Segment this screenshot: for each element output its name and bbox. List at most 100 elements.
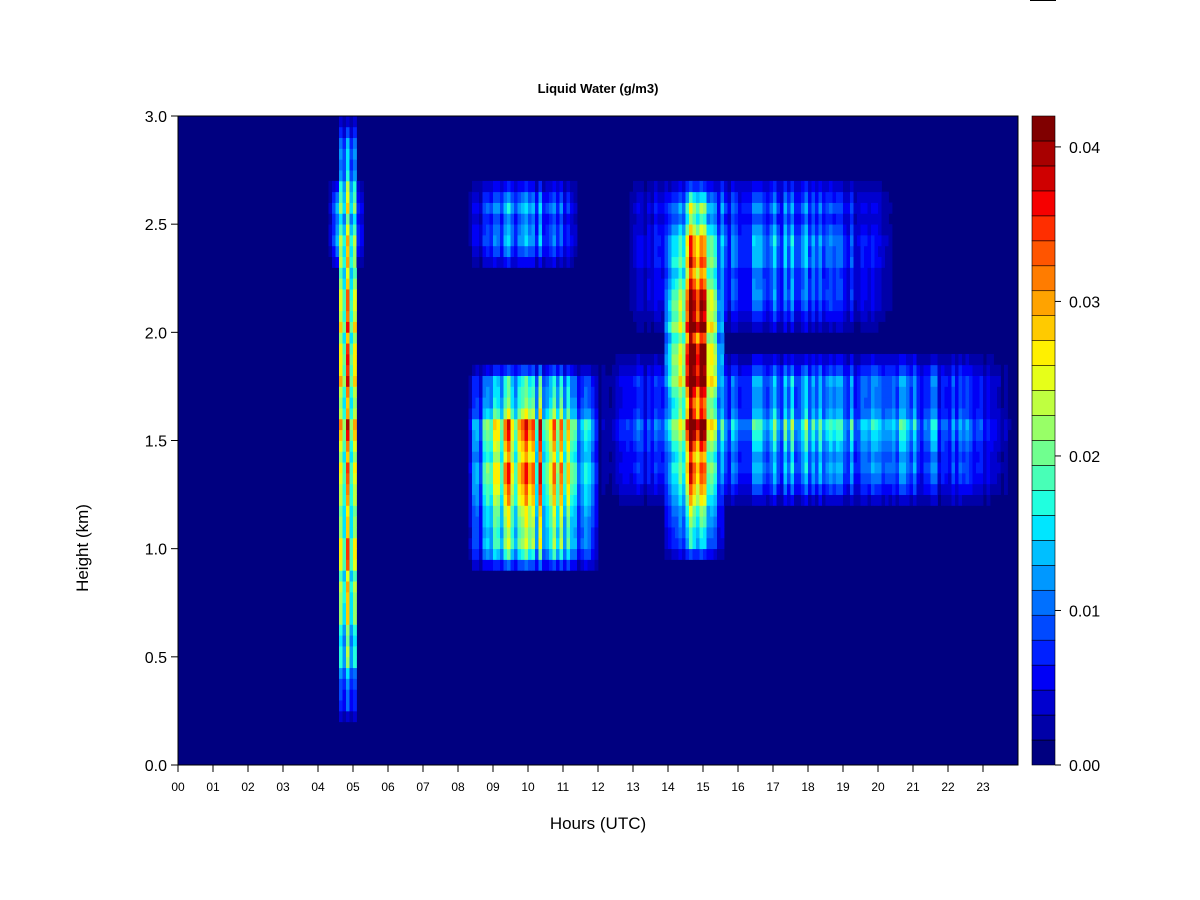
heatmap-cell [881, 353, 886, 366]
heatmap-cell [489, 256, 494, 268]
heatmap-cell [829, 472, 833, 485]
heatmap-cell [650, 397, 655, 409]
heatmap-cell [486, 375, 490, 387]
heatmap-cell [685, 408, 690, 420]
heatmap-cell [734, 353, 739, 366]
heatmap-cell [892, 483, 896, 495]
heatmap-cell [811, 234, 816, 247]
heatmap-cell [762, 408, 767, 420]
heatmap-cell [692, 440, 697, 452]
heatmap-cell [906, 418, 910, 431]
heatmap-cell [759, 202, 763, 214]
heatmap-cell [976, 386, 980, 398]
heatmap-cell [668, 310, 672, 322]
heatmap-cell [759, 408, 763, 420]
heatmap-cell [801, 483, 805, 495]
heatmap-cell [874, 483, 879, 495]
heatmap-cell [878, 440, 882, 452]
heatmap-cell [759, 278, 763, 290]
heatmap-cell [349, 180, 354, 193]
heatmap-cell [605, 440, 609, 452]
heatmap-cell [804, 451, 809, 463]
heatmap-cell [661, 234, 665, 247]
heatmap-cell [941, 353, 945, 366]
heatmap-cell [717, 213, 721, 225]
heatmap-cell [867, 440, 872, 452]
heatmap-cell [580, 364, 585, 376]
heatmap-cell [990, 364, 994, 376]
heatmap-cell [633, 278, 637, 290]
heatmap-cell [752, 245, 756, 258]
heatmap-cell [762, 451, 767, 463]
heatmap-cell [475, 418, 480, 431]
heatmap-cell [675, 245, 679, 258]
heatmap-cell [486, 505, 490, 517]
heatmap-cell [850, 299, 854, 312]
heatmap-cell [846, 408, 851, 420]
heatmap-cell [626, 494, 630, 506]
heatmap-cell [885, 440, 889, 452]
heatmap-cell [836, 180, 840, 193]
heatmap-cell [773, 321, 777, 333]
heatmap-cell [804, 386, 809, 398]
heatmap-cell [731, 299, 735, 312]
heatmap-cell [913, 472, 917, 485]
heatmap-cell [342, 483, 347, 495]
heatmap-cell [507, 548, 511, 560]
heatmap-cell [563, 537, 567, 550]
heatmap-cell [804, 245, 809, 258]
heatmap-cell [969, 462, 973, 474]
heatmap-cell [843, 191, 847, 203]
heatmap-cell [650, 462, 655, 474]
heatmap-cell [745, 299, 749, 312]
heatmap-cell [829, 180, 833, 193]
heatmap-cell [668, 418, 672, 431]
heatmap-cell [969, 375, 973, 387]
heatmap-cell [846, 440, 851, 452]
heatmap-cell [580, 440, 585, 452]
heatmap-cell [710, 256, 714, 268]
heatmap-cell [710, 353, 714, 366]
heatmap-cell [489, 494, 494, 506]
heatmap-cell [899, 364, 903, 376]
heatmap-cell [552, 213, 557, 225]
heatmap-cell [636, 472, 641, 485]
heatmap-cell [482, 505, 487, 517]
heatmap-cell [930, 440, 935, 452]
heatmap-cell [843, 375, 847, 387]
heatmap-cell [556, 418, 560, 431]
heatmap-cell [542, 386, 546, 398]
heatmap-cell [748, 397, 753, 409]
heatmap-cell [339, 635, 343, 647]
heatmap-cell [713, 256, 718, 268]
heatmap-cell [563, 559, 567, 571]
heatmap-cell [808, 191, 812, 203]
heatmap-cell [874, 289, 879, 301]
heatmap-cell [524, 505, 529, 517]
heatmap-cell [685, 537, 690, 550]
heatmap-cell [752, 472, 756, 485]
heatmap-cell [696, 256, 700, 268]
heatmap-cell [839, 408, 844, 420]
heatmap-cell [724, 278, 728, 290]
heatmap-cell [958, 408, 963, 420]
heatmap-cell [731, 310, 735, 322]
heatmap-cell [755, 213, 760, 225]
heatmap-cell [696, 353, 700, 366]
heatmap-cell [640, 408, 644, 420]
heatmap-cell [885, 451, 889, 463]
heatmap-cell [542, 537, 546, 550]
heatmap-cell [482, 202, 487, 214]
heatmap-cell [332, 224, 336, 236]
heatmap-cell [965, 418, 970, 431]
heatmap-cell [552, 537, 557, 550]
heatmap-cell [475, 483, 480, 495]
heatmap-cell [993, 386, 998, 398]
heatmap-cell [951, 408, 956, 420]
heatmap-cell [661, 267, 665, 279]
heatmap-cell [927, 375, 931, 387]
heatmap-cell [955, 483, 959, 495]
heatmap-cell [808, 289, 812, 301]
heatmap-cell [717, 332, 721, 344]
heatmap-cell [839, 386, 844, 398]
